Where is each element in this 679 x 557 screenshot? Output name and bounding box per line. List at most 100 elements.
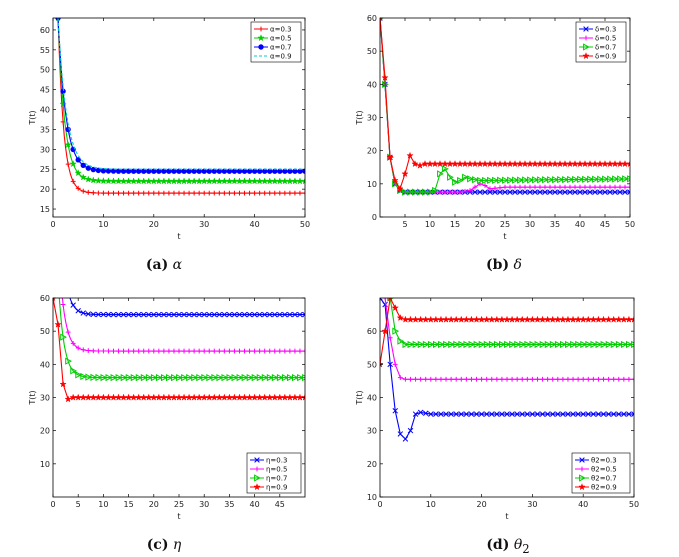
x-axis-label-2: t <box>177 512 180 521</box>
series-marker-2-1 <box>262 348 268 354</box>
series-marker-3-0 <box>570 411 576 417</box>
series-marker-0-2 <box>115 168 122 174</box>
series-marker-0-0 <box>176 190 182 196</box>
series-marker-2-1 <box>126 348 131 354</box>
series-marker-3-3 <box>564 315 572 323</box>
series-marker-2-1 <box>171 348 177 354</box>
series-marker-3-2 <box>407 340 415 349</box>
series-marker-1-0 <box>557 189 563 195</box>
series-marker-2-0 <box>120 311 127 318</box>
legend-marker-2-1 <box>254 466 260 472</box>
series-marker-3-1 <box>387 335 393 341</box>
series-marker-0-2 <box>125 168 132 174</box>
series-marker-3-3 <box>620 315 628 323</box>
series-marker-2-0 <box>241 311 248 318</box>
plot-frame-0 <box>52 17 306 218</box>
series-marker-0-1 <box>185 177 193 185</box>
series-marker-3-0 <box>407 427 414 434</box>
x-tick-label: 30 <box>527 500 537 509</box>
legend-2: η=0.3η=0.5η=0.7η=0.9 <box>246 452 302 494</box>
series-marker-0-2 <box>95 167 102 174</box>
series-marker-0-1 <box>286 177 294 185</box>
x-tick-label: 10 <box>426 500 436 509</box>
series-marker-2-3 <box>54 320 62 328</box>
series-marker-1-1 <box>542 184 548 190</box>
series-marker-0-0 <box>156 190 162 196</box>
series-marker-1-2 <box>602 175 609 183</box>
y-tick-label: 20 <box>367 147 377 156</box>
series-marker-3-0 <box>621 411 627 417</box>
y-tick-label: 50 <box>367 47 377 56</box>
series-marker-3-1 <box>545 376 551 382</box>
series-marker-2-2 <box>120 373 128 382</box>
series-2-0 <box>69 298 305 318</box>
legend-label-3-0: θ2=0.3 <box>591 457 617 465</box>
series-marker-1-0 <box>567 189 573 195</box>
series-marker-3-1 <box>382 298 388 301</box>
series-marker-2-1 <box>131 348 137 354</box>
series-marker-1-0 <box>497 189 503 195</box>
series-marker-3-2 <box>483 340 491 349</box>
series-marker-2-3 <box>84 393 93 401</box>
series-marker-2-1 <box>221 348 227 354</box>
series-marker-3-2 <box>580 340 588 349</box>
y-tick-label: 30 <box>367 114 377 123</box>
series-marker-2-3 <box>180 393 188 401</box>
series-marker-0-1 <box>124 177 133 185</box>
series-marker-2-2 <box>95 373 103 382</box>
series-marker-2-3 <box>215 393 224 401</box>
series-marker-3-1 <box>428 376 434 382</box>
series-marker-3-0 <box>514 411 520 417</box>
series-marker-2-2 <box>140 373 148 382</box>
series-marker-1-0 <box>582 189 588 195</box>
series-marker-2-1 <box>237 348 242 354</box>
series-marker-3-3 <box>604 315 613 323</box>
caption-d-letter: (d) <box>486 537 510 553</box>
series-marker-1-3 <box>396 184 404 193</box>
series-marker-3-2 <box>473 340 481 349</box>
series-marker-0-1 <box>245 177 254 185</box>
series-marker-2-3 <box>119 393 128 401</box>
series-marker-2-3 <box>165 393 173 401</box>
series-marker-0-0 <box>227 190 232 196</box>
series-marker-0-0 <box>171 190 177 196</box>
series-3-2 <box>387 298 634 349</box>
series-marker-2-0 <box>277 311 283 318</box>
series-marker-3-3 <box>437 315 445 323</box>
series-marker-0-2 <box>85 165 91 171</box>
y-tick-label: 60 <box>367 327 377 336</box>
series-marker-1-1 <box>577 184 583 190</box>
y-tick-label: 15 <box>40 205 50 214</box>
series-marker-3-1 <box>606 376 611 382</box>
series-marker-0-1 <box>139 177 148 185</box>
series-marker-3-1 <box>408 376 413 382</box>
series-marker-0-0 <box>141 190 147 196</box>
series-marker-3-0 <box>473 411 480 417</box>
series-marker-0-0 <box>121 190 126 196</box>
series-marker-3-0 <box>387 361 393 368</box>
series-marker-2-3 <box>89 393 98 401</box>
series-marker-2-2 <box>105 373 113 382</box>
series-marker-2-2 <box>171 373 178 382</box>
series-marker-3-3 <box>391 303 399 312</box>
series-marker-2-3 <box>114 393 123 401</box>
series-marker-3-1 <box>474 376 479 382</box>
series-marker-3-1 <box>479 376 484 382</box>
y-axis-label-1: T(t) <box>355 110 364 125</box>
series-marker-3-1 <box>514 376 520 382</box>
series-marker-1-3 <box>486 159 494 168</box>
series-marker-3-1 <box>519 376 525 382</box>
series-marker-2-2 <box>261 373 269 382</box>
series-marker-2-1 <box>242 348 247 354</box>
series-marker-1-1 <box>482 183 488 188</box>
series-marker-0-0 <box>272 190 278 196</box>
series-marker-3-1 <box>580 376 586 382</box>
series-line-3-1 <box>384 298 634 380</box>
series-marker-3-0 <box>626 411 632 417</box>
series-marker-2-2 <box>221 373 229 382</box>
series-marker-3-1 <box>530 376 535 382</box>
series-marker-1-0 <box>522 189 528 195</box>
series-marker-1-3 <box>521 159 529 168</box>
series-marker-2-0 <box>151 311 157 318</box>
x-tick-label: 50 <box>300 220 310 229</box>
